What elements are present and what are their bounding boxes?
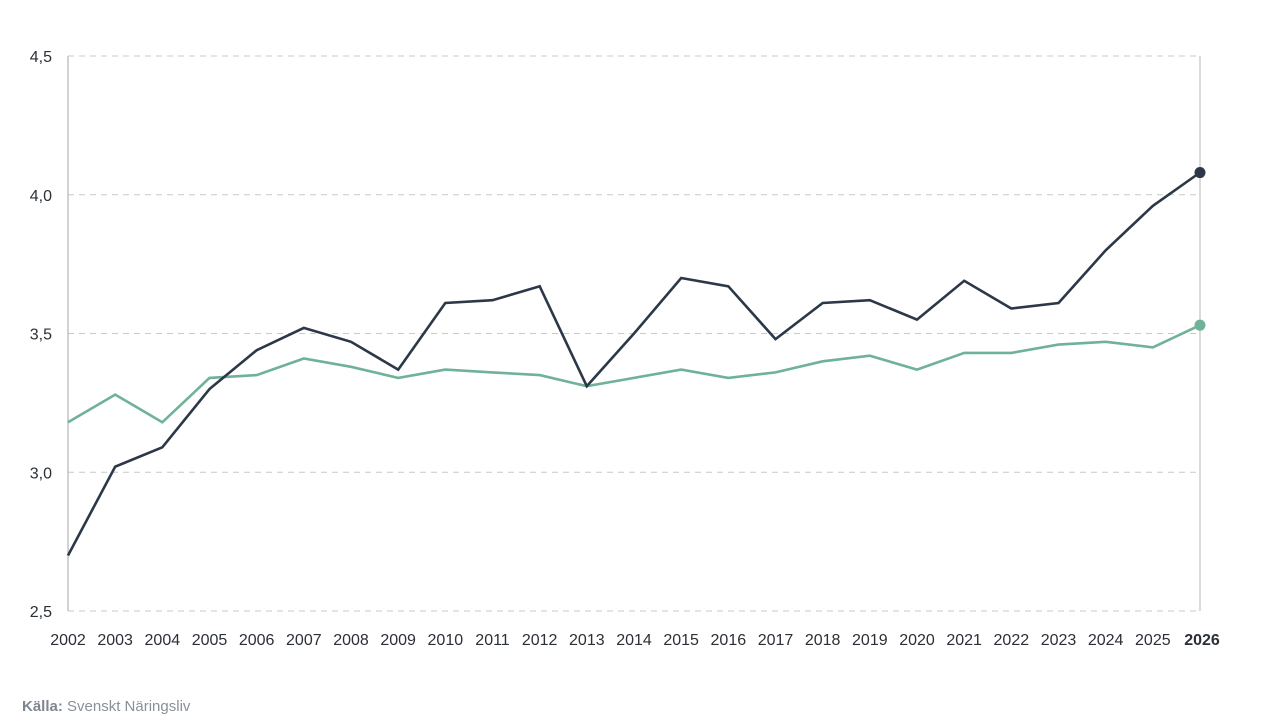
y-tick-label: 2,5 [30, 604, 52, 621]
x-tick-label: 2026 [1184, 632, 1220, 649]
x-tick-label: 2015 [663, 632, 699, 649]
x-tick-label: 2009 [380, 632, 416, 649]
x-tick-label: 2017 [758, 632, 794, 649]
x-tick-label: 2024 [1088, 632, 1124, 649]
x-tick-label: 2016 [711, 632, 747, 649]
x-tick-label: 2010 [428, 632, 464, 649]
x-tick-label: 2004 [145, 632, 181, 649]
x-tick-label: 2012 [522, 632, 558, 649]
x-tick-label: 2002 [50, 632, 86, 649]
y-tick-labels: 2,5 3,0 3,5 4,0 4,5 [30, 49, 52, 621]
series-end-marker [1194, 167, 1206, 179]
series-end-marker [1194, 319, 1206, 331]
x-tick-label: 2014 [616, 632, 652, 649]
x-tick-label: 2005 [192, 632, 228, 649]
x-tick-label: 2003 [97, 632, 133, 649]
line-chart: 2,5 3,0 3,5 4,0 4,5 2002 2003 2004 2005 2006 2007… [30, 49, 1220, 649]
x-tick-label: 2022 [994, 632, 1030, 649]
x-tick-label: 2008 [333, 632, 369, 649]
x-tick-label: 2019 [852, 632, 888, 649]
series-lines [66, 167, 1206, 557]
series-line [67, 324, 1201, 424]
y-tick-label: 4,5 [30, 49, 52, 66]
x-tick-label: 2020 [899, 632, 935, 649]
series-line [66, 171, 1201, 557]
y-tick-label: 3,0 [30, 465, 52, 482]
source-text: Svenskt Näringsliv [67, 698, 191, 715]
x-tick-label: 2006 [239, 632, 275, 649]
x-tick-labels: 2002 2003 2004 2005 2006 2007 2008 2009 2010 2011… [50, 632, 1220, 649]
x-tick-label: 2011 [475, 632, 510, 649]
x-tick-label: 2018 [805, 632, 841, 649]
x-tick-label: 2013 [569, 632, 605, 649]
y-tick-label: 3,5 [30, 327, 52, 344]
source-label: Källa: [22, 698, 63, 715]
y-tick-label: 4,0 [30, 188, 52, 205]
x-tick-label: 2025 [1135, 632, 1171, 649]
x-tick-label: 2023 [1041, 632, 1077, 649]
x-tick-label: 2021 [946, 632, 982, 649]
source-note: Källa: Svenskt Näringsliv [22, 698, 190, 715]
axes [67, 56, 1201, 611]
x-tick-label: 2007 [286, 632, 322, 649]
